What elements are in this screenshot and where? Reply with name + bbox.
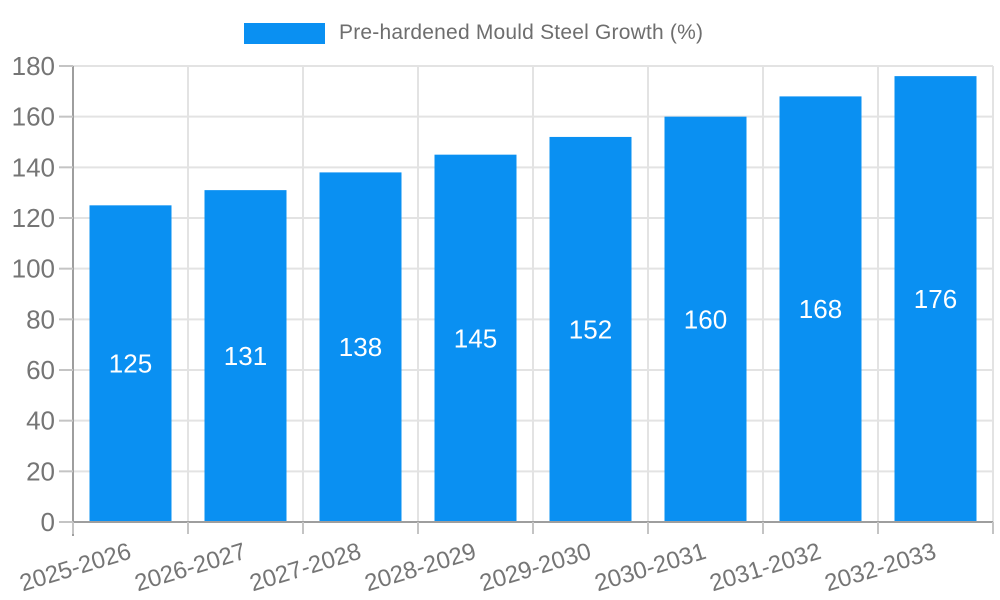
y-tick-label: 20 (26, 456, 55, 486)
bar-value-label: 125 (109, 349, 152, 379)
bar (894, 76, 977, 522)
bar (779, 96, 862, 523)
legend: Pre-hardened Mould Steel Growth (%) (244, 21, 703, 45)
x-tick-label: 2030-2031 (592, 538, 710, 597)
x-tick-label: 2031-2032 (707, 538, 825, 597)
bar-value-label: 168 (799, 294, 842, 324)
x-tick-label: 2025-2026 (17, 538, 135, 597)
x-axis-ticks (72, 522, 994, 534)
bar-value-label: 176 (914, 284, 957, 314)
y-tick-label: 100 (12, 254, 55, 284)
vertical-gridlines (187, 66, 994, 522)
bar-value-label: 131 (224, 341, 267, 371)
x-tick-label: 2029-2030 (477, 538, 595, 597)
legend-label: Pre-hardened Mould Steel Growth (%) (339, 21, 704, 44)
bar-value-label: 138 (339, 332, 382, 362)
x-tick-label: 2026-2027 (132, 538, 250, 597)
bars (89, 76, 977, 523)
bar (89, 205, 172, 523)
bar-value-label: 145 (454, 323, 497, 353)
bar (664, 116, 747, 523)
y-tick-label: 40 (26, 406, 55, 436)
bar-value-label: 152 (569, 314, 612, 344)
bar-value-label: 160 (684, 304, 727, 334)
x-tick-label: 2032-2033 (822, 538, 940, 597)
x-axis-labels: 2025-20262026-20272027-20282028-20292029… (17, 538, 940, 597)
bar (434, 154, 517, 522)
x-tick-label: 2028-2029 (362, 538, 480, 597)
legend-swatch (244, 22, 325, 44)
y-tick-label: 160 (12, 102, 55, 132)
y-tick-label: 60 (26, 355, 55, 385)
y-tick-label: 80 (26, 304, 55, 334)
y-tick-label: 120 (12, 203, 55, 233)
bar (204, 190, 287, 522)
value-labels: 125 131 138 145 152 160 168 176 (109, 284, 957, 379)
x-tick-label: 2027-2028 (247, 538, 365, 597)
y-tick-label: 0 (41, 507, 55, 537)
y-tick-label: 180 (12, 51, 55, 81)
y-tick-label: 140 (12, 152, 55, 182)
bar (319, 172, 402, 522)
bar (549, 136, 632, 522)
y-axis-labels: 0 20 40 60 80 100 120 140 160 180 (12, 51, 73, 537)
